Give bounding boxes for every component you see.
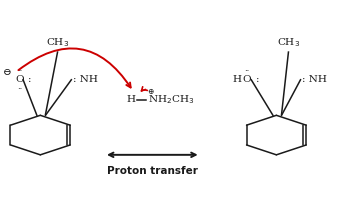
Text: : NH: : NH: [302, 75, 327, 84]
Text: O: O: [15, 75, 24, 84]
Text: H: H: [126, 95, 135, 104]
Text: NH$_2$CH$_3$: NH$_2$CH$_3$: [148, 93, 194, 106]
Text: : NH: : NH: [73, 75, 98, 84]
Text: CH$_3$: CH$_3$: [277, 36, 300, 49]
Text: :: :: [256, 75, 259, 84]
Text: ⊕: ⊕: [147, 88, 154, 96]
Text: ··: ··: [17, 67, 22, 75]
Text: ··: ··: [245, 67, 250, 75]
Text: H: H: [233, 75, 242, 84]
Text: CH$_3$: CH$_3$: [46, 36, 69, 49]
Text: Proton transfer: Proton transfer: [107, 166, 198, 176]
Text: ⊖: ⊖: [3, 68, 12, 77]
Text: ··: ··: [17, 85, 22, 93]
Text: O: O: [243, 75, 252, 84]
Text: :: :: [28, 75, 32, 84]
